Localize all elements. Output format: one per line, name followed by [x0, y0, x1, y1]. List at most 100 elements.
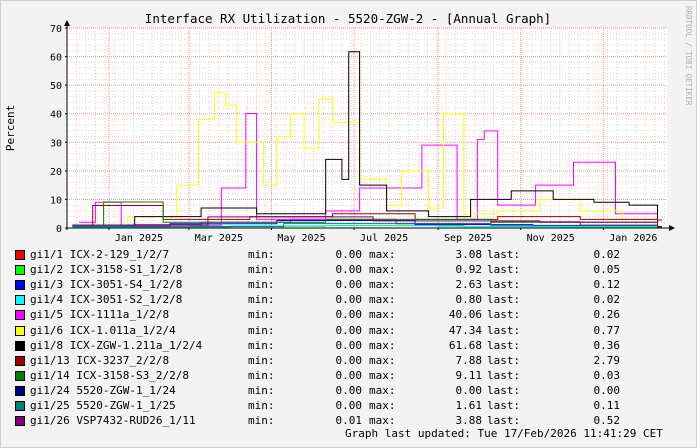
legend-max-label: max:	[369, 293, 396, 307]
legend-entry: gi1/25 5520-ZGW-1_1/25 min: 0.00 max: 1.61 la…	[15, 398, 685, 414]
legend-min-label: min:	[248, 248, 275, 261]
series-line	[72, 216, 662, 227]
series-layer	[72, 51, 662, 229]
legend-last-label: last:	[487, 323, 521, 337]
legend-swatch	[15, 385, 25, 396]
legend-max-value: 9.11	[455, 368, 483, 382]
legend-series-name: gi1/26 VSP7432-RUD26_1/11	[30, 414, 196, 428]
legend-last-label: last:	[487, 293, 521, 307]
legend-series-name: gi1/25 5520-ZGW-1_1/25	[30, 399, 176, 412]
legend-min-value: 0.00	[335, 308, 363, 322]
legend-last-label: last:	[487, 399, 521, 412]
legend-min-value: 0.00	[335, 293, 363, 307]
y-axis-label: Percent	[4, 105, 17, 151]
legend-last-value: 0.11	[593, 399, 621, 412]
legend-min-label: min:	[248, 278, 275, 292]
y-tick-label: 0	[56, 224, 62, 235]
legend-entry: gi1/1 ICX-2-129_1/2/7 min: 0.00 max: 3.08 las…	[15, 247, 685, 263]
x-tick-label: Jan 2025	[115, 233, 163, 244]
legend-entry: gi1/4 ICX-3051-S2_1/2/8 min: 0.00 max: 0.80 l…	[15, 292, 685, 308]
grid	[67, 27, 667, 228]
y-axis-arrow	[64, 20, 70, 26]
legend-max-label: max:	[369, 263, 396, 277]
legend-max-value: 2.63	[455, 278, 483, 292]
legend-swatch	[15, 265, 25, 276]
legend-min-value: 0.00	[335, 368, 363, 382]
legend-last-value: 0.12	[593, 278, 621, 292]
legend-min-value: 0.00	[335, 248, 363, 261]
legend-series-name: gi1/2 ICX-3158-S1_1/2/8	[30, 263, 183, 277]
legend-entry: gi1/26 VSP7432-RUD26_1/11 min: 0.01 max: 3.8…	[15, 413, 685, 429]
legend-series-name: gi1/1 ICX-2-129_1/2/7	[30, 248, 170, 261]
legend-min-value: 0.00	[335, 278, 363, 292]
legend-last-label: last:	[487, 368, 521, 382]
legend-max-label: max:	[369, 368, 396, 382]
legend-last-value: 0.36	[593, 338, 621, 352]
legend-max-value: 0.00	[455, 383, 483, 397]
legend-last-label: last:	[487, 414, 521, 428]
legend-series-name: gi1/3 ICX-3051-S4_1/2/8	[30, 278, 183, 292]
legend-min-label: min:	[248, 383, 275, 397]
legend-last-label: last:	[487, 383, 521, 397]
legend-min-value: 0.00	[335, 338, 363, 352]
legend-max-label: max:	[369, 399, 396, 412]
legend-last-value: 0.05	[593, 263, 621, 277]
legend-last-value: 0.00	[593, 383, 621, 397]
series-line	[72, 51, 662, 228]
legend-last-label: last:	[487, 308, 521, 322]
legend-min-label: min:	[248, 263, 275, 277]
legend-min-value: 0.00	[335, 323, 363, 337]
legend-min-label: min:	[248, 293, 275, 307]
legend-last-value: 0.26	[593, 308, 621, 322]
y-tick-label: 20	[50, 167, 62, 178]
legend-max-value: 7.88	[455, 353, 483, 367]
legend-max-label: max:	[369, 414, 396, 428]
legend-last-label: last:	[487, 278, 521, 292]
legend-series-name: gi1/24 5520-ZGW-1_1/24	[30, 383, 176, 397]
legend-swatch	[15, 370, 25, 381]
legend-series-name: gi1/6 ICX-1.011a_1/2/4	[30, 323, 176, 337]
legend-max-label: max:	[369, 383, 396, 397]
legend-max-label: max:	[369, 308, 396, 322]
series-line	[72, 205, 662, 226]
legend-min-label: min:	[248, 353, 275, 367]
x-axis-arrow	[669, 225, 675, 231]
legend-last-label: last:	[487, 263, 521, 277]
legend-entry: gi1/5 ICX-1111a_1/2/8 min: 0.00 max: 40.06 la…	[15, 307, 685, 323]
legend-series-name: gi1/5 ICX-1111a_1/2/8	[30, 308, 170, 322]
legend-swatch	[15, 280, 25, 291]
x-tick-label: Jul 2025	[360, 233, 408, 244]
legend-min-label: min:	[248, 368, 275, 382]
legend-min-value: 0.00	[335, 263, 363, 277]
series-line	[72, 222, 662, 229]
legend-min-label: min:	[248, 308, 275, 322]
x-tick-label: May 2025	[277, 233, 325, 244]
legend-last-label: last:	[487, 338, 521, 352]
series-line	[79, 113, 662, 228]
legend-max-label: max:	[369, 323, 396, 337]
legend-min-label: min:	[248, 323, 275, 337]
legend-entry: gi1/24 5520-ZGW-1_1/24 min: 0.00 max: 0.00 la…	[15, 383, 685, 399]
legend-series-name: gi1/8 ICX-ZGW-1.211a_1/2/4	[30, 338, 203, 352]
legend-series-name: gi1/14 ICX-3158-S3_2/2/8	[30, 368, 189, 382]
chart-title: Interface RX Utilization - 5520-ZGW-2 - …	[145, 11, 551, 26]
legend-min-value: 0.01	[335, 414, 363, 428]
y-tick-label: 40	[50, 110, 62, 121]
last-updated-footer: Graph last updated: Tue 17/Feb/2026 11:4…	[345, 427, 663, 440]
legend-last-value: 0.02	[593, 293, 621, 307]
legend-last-value: 2.79	[593, 353, 621, 367]
legend-swatch	[15, 340, 25, 351]
legend-max-value: 61.68	[448, 338, 482, 352]
legend-last-value: 0.03	[593, 368, 621, 382]
legend-min-value: 0.00	[335, 399, 363, 412]
legend-series-name: gi1/4 ICX-3051-S2_1/2/8	[30, 293, 183, 307]
legend-swatch	[15, 325, 25, 336]
legend-entry: gi1/2 ICX-3158-S1_1/2/8 min: 0.00 max: 0.92 l…	[15, 262, 685, 278]
legend-min-label: min:	[248, 414, 275, 428]
legend-last-value: 0.77	[593, 323, 621, 337]
legend-max-label: max:	[369, 248, 396, 261]
legend-last-label: last:	[487, 248, 521, 261]
y-tick-label: 50	[50, 81, 62, 92]
x-tick-label: Jan 2026	[609, 233, 657, 244]
